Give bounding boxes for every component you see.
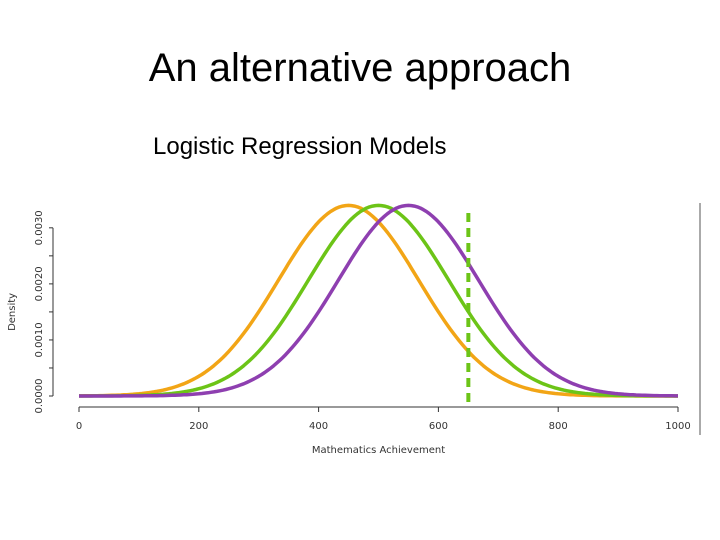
x-tick-label: 1000 [665, 421, 690, 432]
x-tick-label: 600 [429, 421, 448, 432]
x-tick-label: 200 [189, 421, 208, 432]
y-tick-label: 0.0020 [34, 266, 45, 301]
slide-title: An alternative approach [148, 46, 572, 90]
x-tick-label: 800 [549, 421, 568, 432]
plot-area: 0 200 400 600 800 1000 Mathematics Achievement… [7, 203, 701, 456]
density-curve-right [79, 203, 678, 398]
y-axis-title: Density [7, 293, 18, 331]
x-axis-title: Mathematics Achievement [312, 445, 445, 456]
density-chart: 0 200 400 600 800 1000 Mathematics Achievement… [7, 203, 701, 456]
y-tick-label: 0.0000 [34, 379, 45, 414]
y-tick-label: 0.0030 [34, 210, 45, 245]
x-tick-label: 0 [76, 421, 82, 432]
density-curve-left [79, 203, 678, 398]
x-tick-label: 400 [309, 421, 328, 432]
y-tick-label: 0.0010 [34, 322, 45, 357]
slide-subtitle: Logistic Regression Models [153, 133, 447, 160]
density-curve-middle [79, 203, 678, 398]
